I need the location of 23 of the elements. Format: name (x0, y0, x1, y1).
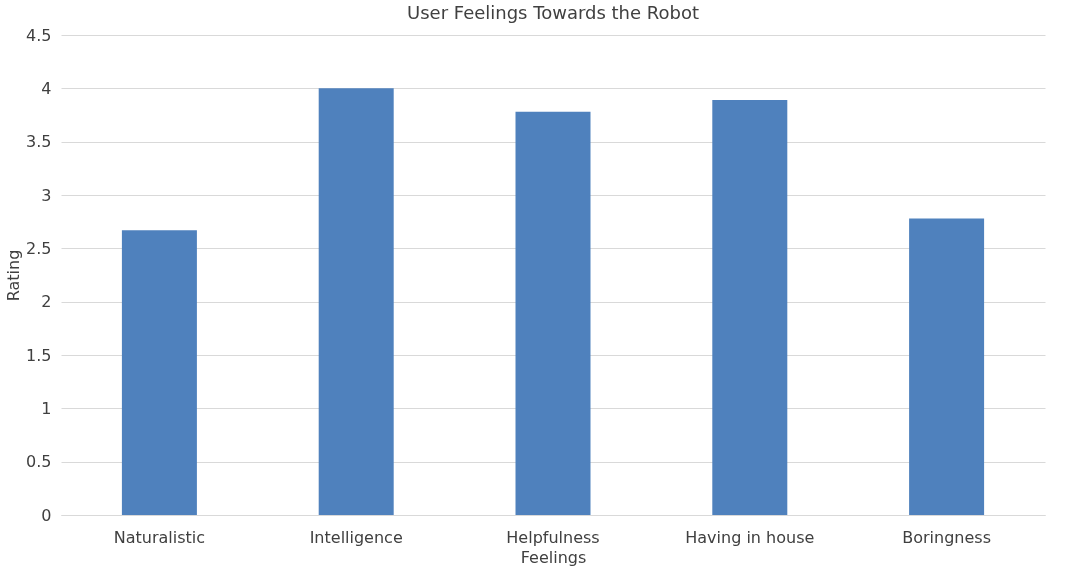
x-axis-title: Feelings (520, 547, 587, 567)
bar (121, 230, 197, 515)
y-tick-label: 0 (41, 505, 52, 525)
y-axis-title: Rating (4, 249, 24, 302)
y-tick-label: 3 (41, 185, 52, 205)
x-tick-label: Helpfulness (506, 527, 600, 547)
y-tick-label: 4.5 (26, 25, 52, 45)
y-tick-label: 0.5 (26, 452, 52, 472)
x-tick-label: Naturalistic (113, 527, 206, 547)
bar (318, 88, 394, 515)
y-tick-label: 1.5 (26, 345, 52, 365)
bar (909, 218, 985, 515)
y-tick-label: 1 (41, 398, 52, 418)
y-tick-label: 4 (41, 78, 52, 98)
bar (515, 111, 591, 515)
x-tick-label: Boringness (902, 527, 991, 547)
bar (712, 100, 788, 515)
y-tick-label: 2 (41, 292, 52, 312)
x-tick-label: Having in house (685, 527, 815, 547)
x-tick-label: Intelligence (309, 527, 403, 547)
y-tick-label: 3.5 (26, 132, 52, 152)
chart-title: User Feelings Towards the Robot (407, 2, 699, 23)
y-tick-label: 2.5 (26, 238, 52, 258)
